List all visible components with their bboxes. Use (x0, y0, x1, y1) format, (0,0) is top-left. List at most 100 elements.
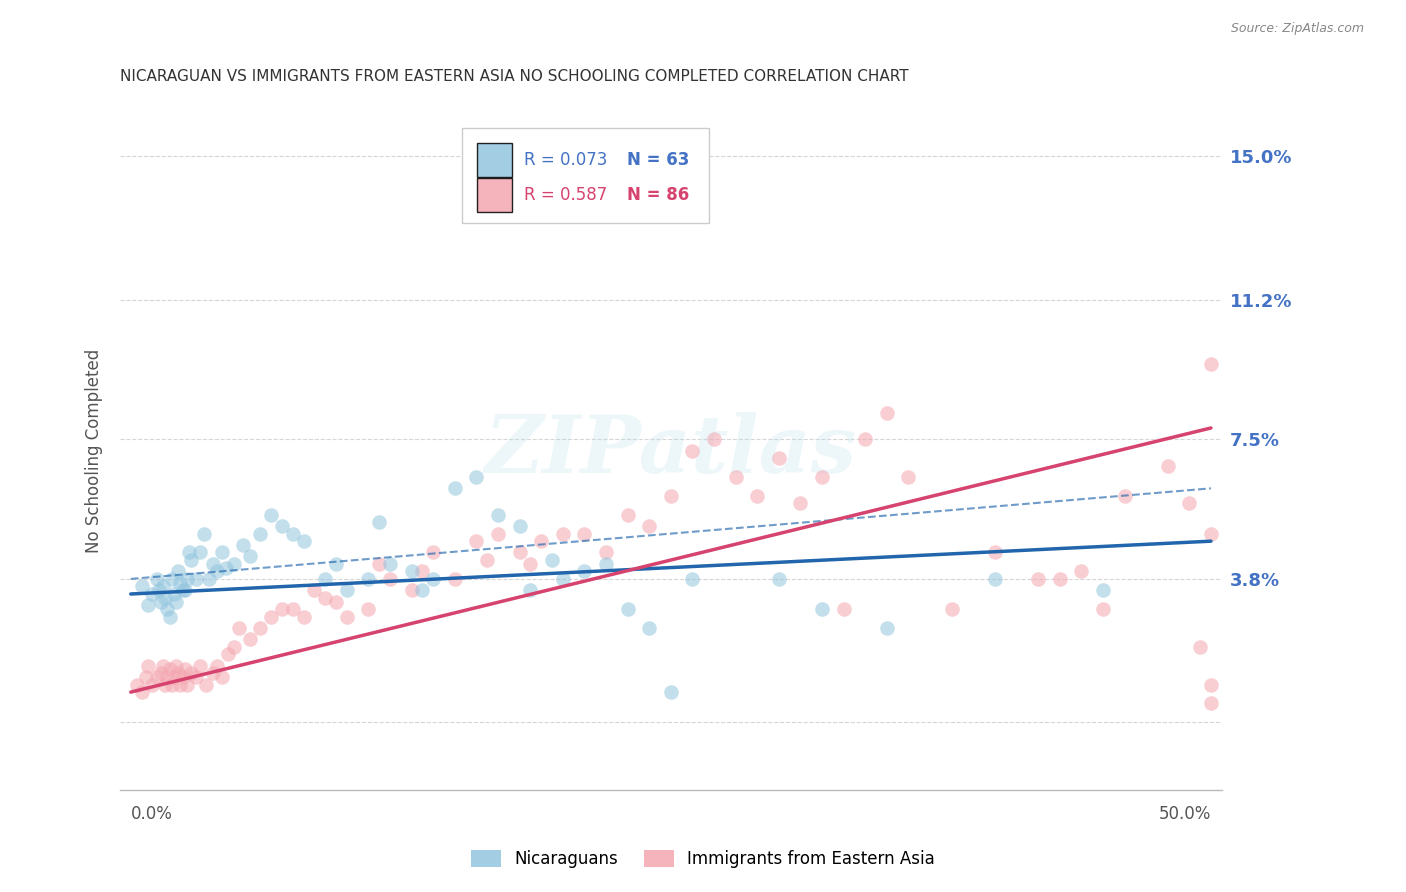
Point (159, 663, 181, 677)
Point (853, 432, 876, 446)
Point (551, 572, 574, 586)
Point (160, 677, 183, 691)
Point (188, 658, 211, 673)
Point (165, 658, 187, 673)
Point (1114, 489, 1136, 503)
Point (150, 594, 173, 608)
Point (155, 591, 177, 605)
Point (509, 545, 531, 559)
Point (357, 572, 380, 586)
Point (574, 526, 596, 541)
Point (224, 640, 246, 654)
Point (232, 538, 254, 552)
Y-axis label: No Schooling Completed: No Schooling Completed (86, 349, 103, 553)
Point (180, 666, 202, 681)
Point (180, 553, 202, 567)
Point (281, 526, 304, 541)
Point (541, 553, 564, 567)
Point (155, 677, 177, 691)
Point (336, 583, 359, 598)
Point (411, 565, 433, 579)
Point (422, 572, 444, 586)
Point (1026, 572, 1049, 586)
Point (224, 557, 246, 571)
Text: N = 63: N = 63 (627, 151, 689, 169)
Point (325, 594, 347, 608)
Point (443, 572, 465, 586)
Point (1091, 602, 1114, 616)
Point (984, 545, 1007, 559)
Point (1178, 496, 1201, 510)
Point (314, 572, 336, 586)
Text: NICARAGUAN VS IMMIGRANTS FROM EASTERN ASIA NO SCHOOLING COMPLETED CORRELATION CH: NICARAGUAN VS IMMIGRANTS FROM EASTERN AS… (120, 69, 908, 84)
Point (378, 557, 401, 571)
Point (1199, 697, 1222, 711)
Point (368, 557, 391, 571)
Point (292, 609, 315, 624)
Point (768, 572, 790, 586)
Point (131, 685, 153, 699)
FancyBboxPatch shape (477, 143, 512, 177)
Point (1189, 640, 1212, 654)
Point (1199, 357, 1222, 371)
Point (897, 470, 920, 484)
Point (184, 572, 207, 586)
Point (1049, 572, 1071, 586)
Point (163, 587, 186, 601)
Point (177, 545, 200, 559)
Point (159, 609, 181, 624)
Point (486, 526, 509, 541)
Point (703, 432, 725, 446)
Point (682, 443, 704, 458)
Point (217, 648, 239, 662)
Point (638, 621, 661, 635)
Point (941, 602, 963, 616)
Point (127, 677, 149, 691)
Point (141, 677, 163, 691)
Point (768, 451, 790, 466)
Point (260, 609, 283, 624)
Point (486, 508, 509, 522)
Point (152, 579, 174, 593)
Point (281, 602, 304, 616)
Point (368, 516, 391, 530)
Point (477, 553, 499, 567)
Point (465, 470, 488, 484)
Point (271, 519, 294, 533)
Point (1070, 565, 1092, 579)
Point (422, 545, 444, 559)
Point (215, 560, 238, 574)
Legend: Nicaraguans, Immigrants from Eastern Asia: Nicaraguans, Immigrants from Eastern Asi… (465, 843, 941, 875)
Point (167, 666, 190, 681)
Point (811, 602, 834, 616)
Point (271, 602, 294, 616)
Point (465, 534, 488, 549)
Point (325, 557, 347, 571)
Point (336, 609, 359, 624)
Text: N = 86: N = 86 (627, 186, 689, 204)
Text: ZIPatlas: ZIPatlas (485, 412, 856, 490)
Text: R = 0.073: R = 0.073 (524, 151, 607, 169)
Point (984, 572, 1007, 586)
Point (530, 534, 553, 549)
Point (747, 489, 769, 503)
Point (411, 583, 433, 598)
Point (211, 545, 233, 559)
Point (638, 519, 661, 533)
Point (249, 621, 271, 635)
Point (184, 670, 207, 684)
Point (156, 670, 179, 684)
Point (141, 587, 163, 601)
Point (152, 658, 174, 673)
Point (811, 470, 834, 484)
Point (176, 572, 198, 586)
Point (1091, 583, 1114, 598)
Point (172, 670, 194, 684)
Point (789, 496, 811, 510)
Text: 50.0%: 50.0% (1159, 805, 1211, 823)
Point (832, 602, 855, 616)
Point (519, 583, 541, 598)
Point (136, 658, 159, 673)
Point (169, 575, 191, 590)
Point (201, 666, 224, 681)
